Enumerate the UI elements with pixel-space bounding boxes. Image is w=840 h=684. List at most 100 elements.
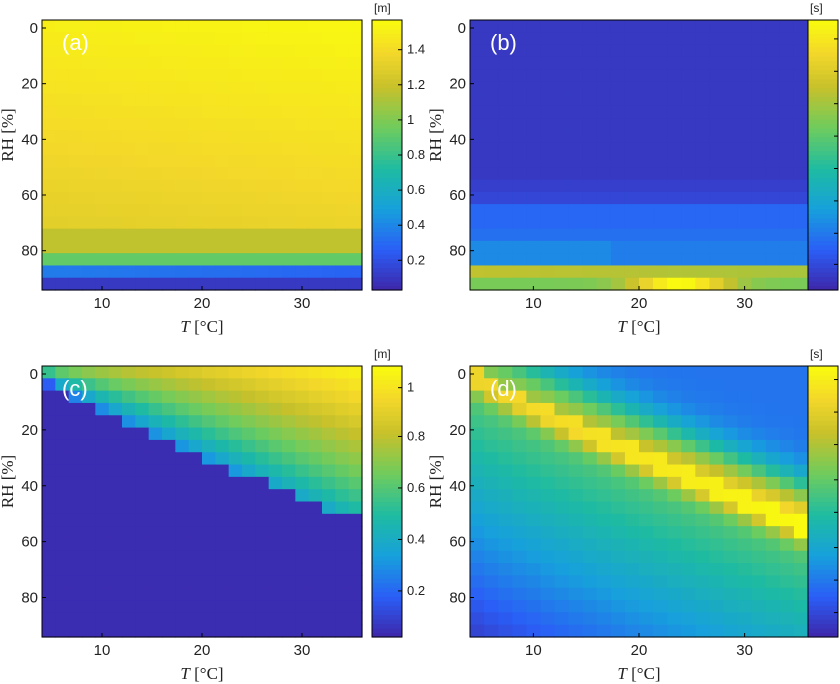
heatmap-cell — [348, 612, 363, 626]
heatmap-cell — [484, 93, 499, 107]
heatmap-cell — [135, 32, 150, 46]
heatmap-cell — [162, 130, 176, 144]
heatmap-cell — [596, 69, 612, 82]
heatmap-cell — [568, 612, 584, 626]
heatmap-cell — [779, 204, 795, 217]
heatmap-cell — [498, 118, 513, 132]
heatmap-cell — [554, 191, 570, 205]
heatmap-cell — [215, 439, 230, 453]
heatmap-cell — [335, 167, 350, 181]
heatmap-cell — [554, 69, 570, 82]
heatmap-cell — [793, 427, 809, 441]
heatmap-cell — [68, 69, 83, 82]
heatmap-cell — [751, 216, 767, 230]
heatmap-cell — [188, 439, 203, 453]
heatmap-cell — [793, 575, 809, 589]
heatmap-cell — [122, 550, 136, 564]
heatmap-cell — [695, 489, 711, 503]
heatmap-cell — [695, 378, 711, 392]
heatmap-cell — [737, 240, 753, 254]
heatmap-cell — [135, 20, 150, 33]
heatmap-cell — [242, 228, 256, 242]
heatmap-cell — [681, 105, 696, 119]
heatmap-cell — [122, 277, 136, 291]
heatmap-cell — [268, 464, 283, 478]
heatmap-cell — [554, 32, 570, 46]
heatmap-cell — [639, 56, 654, 70]
heatmap-cell — [215, 476, 230, 490]
heatmap-cell — [202, 415, 216, 429]
heatmap-cell — [779, 32, 795, 46]
heatmap-cell — [723, 402, 739, 416]
heatmap-cell — [639, 390, 654, 404]
heatmap-cell — [295, 204, 310, 217]
heatmap-cell — [108, 513, 123, 527]
heatmap-cell — [779, 513, 795, 527]
heatmap-cell — [348, 93, 363, 107]
heatmap-cell — [95, 526, 110, 540]
heatmap-cell — [268, 253, 283, 267]
heatmap-cell — [709, 105, 725, 119]
heatmap-cell — [554, 378, 570, 392]
heatmap-cell — [470, 402, 485, 416]
heatmap-cell — [308, 81, 323, 95]
colorbar-segment — [372, 596, 402, 602]
heatmap-cell — [484, 277, 499, 291]
colorbar-segment — [372, 438, 402, 444]
heatmap-cell — [215, 563, 230, 577]
colorbar-segment — [372, 33, 402, 39]
heatmap-cell — [526, 105, 542, 119]
heatmap-cell — [793, 501, 809, 515]
y-tick-label: 80 — [21, 243, 38, 260]
heatmap-cell — [322, 44, 336, 58]
heatmap-cell — [681, 142, 696, 156]
heatmap-cell — [202, 600, 216, 613]
heatmap-cell — [498, 390, 513, 404]
heatmap-cell — [723, 464, 739, 478]
heatmap-cell — [653, 489, 668, 503]
y-tick-label: 60 — [21, 534, 38, 551]
heatmap-cell — [568, 240, 584, 254]
heatmap-cell — [295, 20, 310, 33]
heatmap-cell — [82, 489, 96, 503]
heatmap-cell — [95, 513, 110, 527]
heatmap-cell — [82, 20, 96, 33]
heatmap-cell — [255, 118, 270, 132]
heatmap-cell — [610, 452, 626, 466]
heatmap-cell — [639, 563, 654, 577]
heatmap-cell — [582, 20, 598, 33]
heatmap-cell — [108, 427, 123, 441]
heatmap-cell — [512, 130, 527, 144]
heatmap-cell — [322, 402, 336, 416]
heatmap-cell — [540, 526, 556, 540]
heatmap-cell — [540, 81, 556, 95]
heatmap-cell — [282, 439, 296, 453]
heatmap-cell — [242, 130, 256, 144]
heatmap-cell — [202, 427, 216, 441]
heatmap-cell — [484, 526, 499, 540]
heatmap-cell — [162, 513, 176, 527]
heatmap-cell — [681, 538, 696, 552]
heatmap-cell — [554, 130, 570, 144]
heatmap-cell — [282, 452, 296, 466]
heatmap-cell — [695, 513, 711, 527]
colorbar-tick-label: 0.2 — [407, 252, 425, 267]
heatmap-cell — [751, 93, 767, 107]
heatmap-cell — [148, 489, 163, 503]
heatmap-cell — [348, 253, 363, 267]
heatmap-cell — [108, 130, 123, 144]
heatmap-cell — [653, 44, 668, 58]
heatmap-cell — [122, 415, 136, 429]
heatmap-cell — [793, 464, 809, 478]
heatmap-cell — [737, 277, 753, 291]
heatmap-cell — [228, 575, 243, 589]
heatmap-cell — [348, 476, 363, 490]
heatmap-cell — [55, 587, 70, 601]
heatmap-cell — [596, 489, 612, 503]
heatmap-cell — [68, 575, 83, 589]
colorbar-segment — [372, 388, 402, 394]
heatmap-cell — [202, 118, 216, 132]
heatmap-cell — [348, 415, 363, 429]
heatmap-cell — [470, 427, 485, 441]
